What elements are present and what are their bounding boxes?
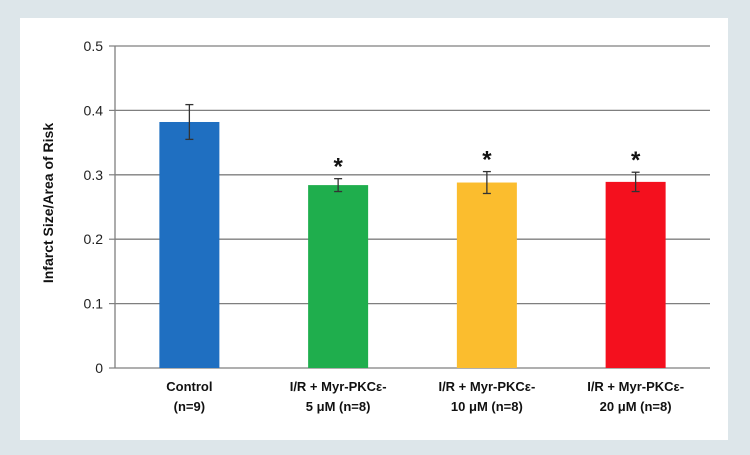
bar: [605, 181, 666, 368]
x-category-label: (n=9): [174, 399, 205, 414]
y-tick-label: 0.4: [84, 102, 104, 118]
y-tick-label: 0: [95, 360, 103, 376]
bar: [456, 182, 517, 368]
significance-marker: *: [631, 147, 641, 174]
x-category-label: I/R + Myr-PKCε-: [290, 379, 387, 394]
bar: [159, 121, 220, 368]
y-axis-title: Infarct Size/Area of Risk: [40, 123, 56, 283]
x-category-label: 20 μM (n=8): [600, 399, 672, 414]
x-category-label: 5 μM (n=8): [306, 399, 371, 414]
x-category-label: I/R + Myr-PKCε-: [587, 379, 684, 394]
y-tick-label: 0.5: [84, 38, 104, 54]
y-tick-label: 0.1: [84, 296, 104, 312]
significance-marker: *: [333, 154, 343, 181]
y-tick-label: 0.2: [84, 231, 104, 247]
labels: 0 0.1 0.2 0.3 0.4 0.5 Control (n=9) * I/R + Myr-P…: [84, 38, 685, 414]
y-tick-label: 0.3: [84, 167, 104, 183]
bar-chart: 0 0.1 0.2 0.3 0.4 0.5 Control (n=9) * I/R + Myr-P…: [40, 38, 710, 414]
significance-marker: *: [482, 147, 492, 174]
bar: [308, 185, 369, 368]
x-category-label: I/R + Myr-PKCε-: [438, 379, 535, 394]
x-category-label: 10 μM (n=8): [451, 399, 523, 414]
chart-panel: 0 0.1 0.2 0.3 0.4 0.5 Control (n=9) * I/R + Myr-P…: [20, 18, 728, 440]
bars: [159, 103, 666, 368]
x-category-label: Control: [166, 379, 212, 394]
